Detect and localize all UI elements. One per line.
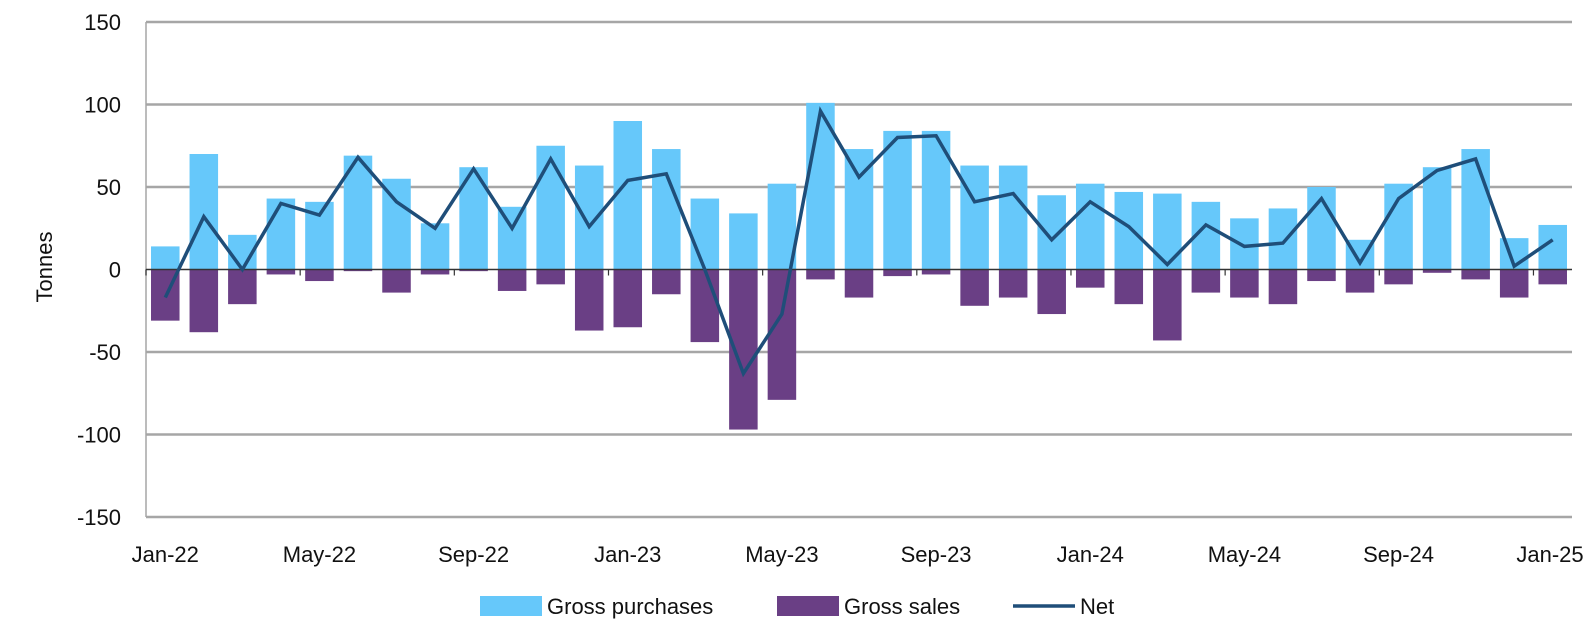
net-line-group: [163, 106, 1554, 378]
y-tick-label: -100: [77, 423, 121, 448]
bar-gross-sales: [536, 269, 565, 285]
x-tick-label: Sep-22: [438, 542, 509, 567]
bar-gross-purchases: [536, 145, 565, 270]
x-tick-label: May-24: [1208, 542, 1281, 567]
bars: [151, 102, 1567, 430]
bar-gross-sales: [883, 269, 912, 277]
x-tick-label: May-23: [745, 542, 818, 567]
axes: [145, 22, 1572, 517]
bar-gross-sales: [1268, 269, 1298, 305]
bar-gross-sales: [1307, 269, 1336, 282]
bar-gross-sales: [1037, 269, 1066, 315]
legend-label-gross-purchases: Gross purchases: [547, 594, 713, 619]
bar-gross-sales: [574, 269, 604, 331]
bar-gross-sales: [1384, 269, 1413, 285]
legend-item-gross-purchases: Gross purchases: [480, 594, 713, 619]
bar-gross-sales: [1075, 269, 1105, 288]
bar-gross-sales: [960, 269, 989, 306]
bar-gross-purchases: [420, 223, 450, 270]
y-tick-label: 100: [84, 93, 121, 118]
bar-gross-sales: [1230, 269, 1259, 298]
bar-gross-purchases: [998, 165, 1028, 270]
x-tick-label: Jan-22: [132, 542, 199, 567]
bar-gross-purchases: [382, 178, 411, 270]
y-axis-ticks: 150 100 50 0 -50 -100 -150: [77, 10, 121, 530]
bar-gross-sales: [767, 269, 797, 400]
bar-gross-purchases: [189, 154, 219, 270]
bar-gross-purchases: [883, 130, 912, 270]
bar-gross-sales: [690, 269, 720, 343]
x-axis-ticks: Jan-22 May-22 Sep-22 Jan-23 May-23 Sep-23 Jan-…: [132, 269, 1584, 567]
bar-gross-sales: [189, 269, 219, 333]
legend-item-net: Net: [1013, 594, 1114, 619]
y-tick-label: 0: [109, 258, 121, 283]
x-tick-label: May-22: [283, 542, 356, 567]
legend-label-net: Net: [1080, 594, 1114, 619]
x-tick-label: Sep-23: [901, 542, 972, 567]
bar-gross-sales: [343, 269, 373, 272]
bar-gross-sales: [420, 269, 450, 275]
bar-gross-sales: [1153, 269, 1182, 341]
legend-swatch-gross-purchases: [480, 596, 542, 616]
bar-gross-sales: [844, 269, 874, 298]
bar-gross-purchases: [1461, 149, 1490, 270]
bar-gross-sales: [1461, 269, 1490, 280]
bar-gross-sales: [459, 269, 488, 272]
bar-gross-sales: [305, 269, 334, 282]
bar-gross-sales: [1538, 269, 1567, 285]
y-tick-label: 50: [97, 175, 121, 200]
bar-gross-purchases: [613, 121, 643, 270]
bar-gross-sales: [613, 269, 643, 328]
bar-gross-purchases: [574, 165, 604, 270]
bar-gross-sales: [998, 269, 1028, 298]
legend-label-gross-sales: Gross sales: [844, 594, 960, 619]
bar-gross-purchases: [1268, 208, 1298, 270]
x-tick-label: Jan-25: [1516, 542, 1583, 567]
bar-gross-purchases: [960, 165, 989, 270]
y-tick-label: -50: [89, 340, 121, 365]
bar-gross-purchases: [266, 198, 296, 270]
bar-gross-sales: [1114, 269, 1144, 305]
bar-gross-sales: [382, 269, 411, 293]
bar-gross-sales: [652, 269, 681, 295]
bar-gross-sales: [1191, 269, 1221, 293]
x-tick-label: Jan-23: [594, 542, 661, 567]
bar-gross-purchases: [1114, 191, 1144, 270]
bar-gross-purchases: [652, 149, 681, 270]
bar-gross-sales: [497, 269, 527, 291]
bar-gross-sales: [1499, 269, 1529, 298]
x-tick-label: Jan-24: [1057, 542, 1124, 567]
net-line: [163, 106, 1554, 378]
x-tick-label: Sep-24: [1363, 542, 1434, 567]
legend-swatch-gross-sales: [777, 596, 839, 616]
bar-gross-purchases: [1153, 193, 1182, 270]
bar-gross-sales: [1345, 269, 1375, 293]
bar-gross-sales: [1422, 269, 1452, 273]
bar-gross-sales: [228, 269, 257, 305]
y-tick-label: -150: [77, 505, 121, 530]
y-axis-title: Tonnes: [32, 232, 57, 303]
bar-gross-purchases: [151, 246, 180, 270]
legend-item-gross-sales: Gross sales: [777, 594, 960, 619]
bar-gross-sales: [921, 269, 951, 275]
y-tick-label: 150: [84, 10, 121, 35]
bar-gross-sales: [266, 269, 296, 275]
bar-gross-sales: [806, 269, 835, 280]
bar-gross-purchases: [497, 206, 527, 270]
bar-gross-purchases: [1422, 167, 1452, 270]
bar-gross-purchases: [729, 213, 758, 270]
bar-gross-purchases: [1075, 183, 1105, 270]
legend: Gross purchases Gross sales Net: [480, 594, 1114, 619]
bar-gross-purchases: [690, 198, 720, 270]
